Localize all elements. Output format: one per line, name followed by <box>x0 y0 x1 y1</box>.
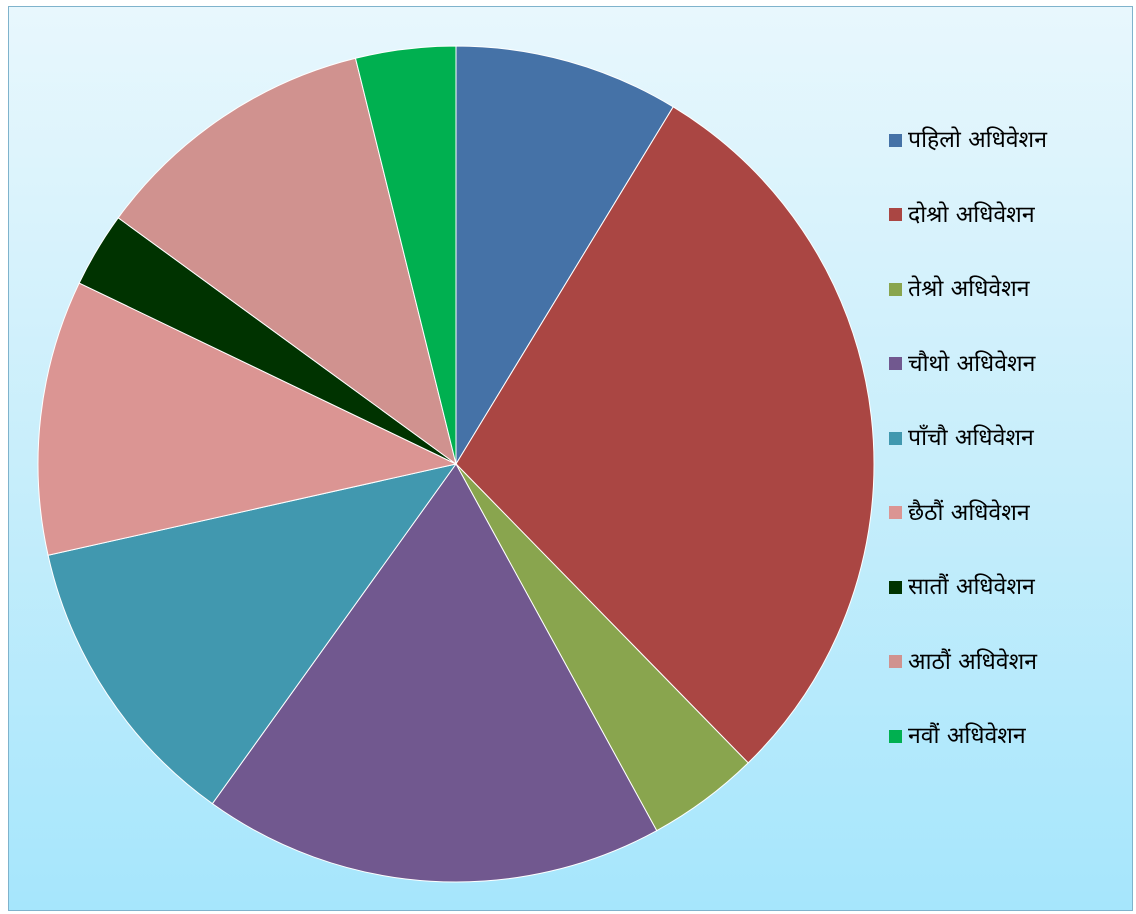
legend-label: सातौं अधिवेशन <box>908 574 1035 600</box>
legend-label: पाँचौ अधिवेशन <box>908 425 1034 451</box>
legend-item-8: आठौं अधिवेशन <box>889 647 1037 677</box>
legend-label: नवौं अधिवेशन <box>908 723 1026 749</box>
pie-slice-4 <box>211 463 658 883</box>
legend-swatch <box>889 729 902 743</box>
legend-swatch <box>889 208 902 221</box>
legend-item-2: दोश्रो अधिवेशन <box>889 200 1035 230</box>
legend-item-3: तेश्रो अधिवेशन <box>889 274 1030 304</box>
legend-label: तेश्रो अधिवेशन <box>908 276 1030 302</box>
legend-label: चौथो अधिवेशन <box>908 350 1036 377</box>
pie-slice-1 <box>455 45 674 466</box>
legend-swatch <box>889 431 902 445</box>
legend-swatch <box>889 580 902 594</box>
legend-label: पहिलो अधिवेशन <box>908 127 1047 153</box>
pie-slice-5 <box>47 463 458 805</box>
legend-swatch <box>889 133 902 147</box>
legend-swatch <box>889 506 902 519</box>
legend-item-9: नवौं अधिवेशन <box>889 721 1026 751</box>
legend-swatch <box>889 655 902 668</box>
legend-swatch <box>889 282 902 296</box>
legend-swatch <box>889 357 902 370</box>
legend-label: दोश्रो अधिवेशन <box>908 201 1035 228</box>
legend-item-7: सातौं अधिवेशन <box>889 572 1035 602</box>
legend-item-4: चौथो अधिवेशन <box>889 349 1035 379</box>
pie-slice-9 <box>354 45 457 465</box>
legend-item-1: पहिलो अधिवेशन <box>889 125 1047 155</box>
legend-item-6: छैठौं अधिवेशन <box>889 498 1030 528</box>
legend-label: छैठौं अधिवेशन <box>908 499 1030 526</box>
pie-slice-8 <box>117 57 457 466</box>
pie-slice-2 <box>455 106 875 764</box>
pie-slice-6 <box>37 282 458 556</box>
legend-item-5: पाँचौ अधिवेशन <box>889 423 1034 453</box>
pie-chart <box>37 45 875 883</box>
chart-area: पहिलो अधिवेशन दोश्रो अधिवेशन तेश्रो अधिवेश… <box>8 6 1133 911</box>
legend-label: आठौं अधिवेशन <box>908 648 1038 675</box>
